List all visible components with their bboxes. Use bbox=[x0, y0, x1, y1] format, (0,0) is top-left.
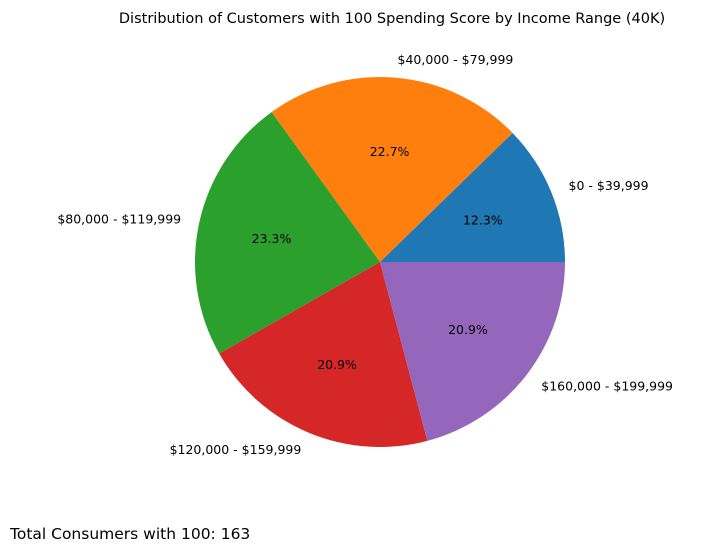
pie-slice bbox=[271, 77, 513, 263]
pie-labels: 12.3% $0 - $39,999 22.7% $40,000 - $79,999 2… bbox=[57, 52, 673, 457]
slice-category-label: $160,000 - $199,999 bbox=[541, 379, 673, 394]
pie-slice bbox=[380, 262, 565, 441]
slice-percent-label: 23.3% bbox=[252, 231, 292, 246]
slice-percent-label: 12.3% bbox=[463, 213, 503, 228]
slice-percent-label: 22.7% bbox=[370, 144, 410, 159]
slice-percent-label: 20.9% bbox=[317, 357, 357, 372]
slice-category-label: $40,000 - $79,999 bbox=[398, 52, 514, 67]
slice-category-label: $0 - $39,999 bbox=[569, 178, 649, 193]
pie-slice bbox=[380, 132, 565, 262]
chart-title: Distribution of Customers with 100 Spend… bbox=[119, 11, 665, 27]
slice-category-label: $120,000 - $159,999 bbox=[170, 442, 302, 457]
slice-category-label: $80,000 - $119,999 bbox=[57, 211, 181, 226]
pie-slice bbox=[195, 112, 380, 354]
pie-slices bbox=[195, 77, 565, 447]
total-consumers-note: Total Consumers with 100: 163 bbox=[10, 525, 251, 543]
pie-slice bbox=[219, 262, 428, 447]
slice-percent-label: 20.9% bbox=[448, 322, 488, 337]
